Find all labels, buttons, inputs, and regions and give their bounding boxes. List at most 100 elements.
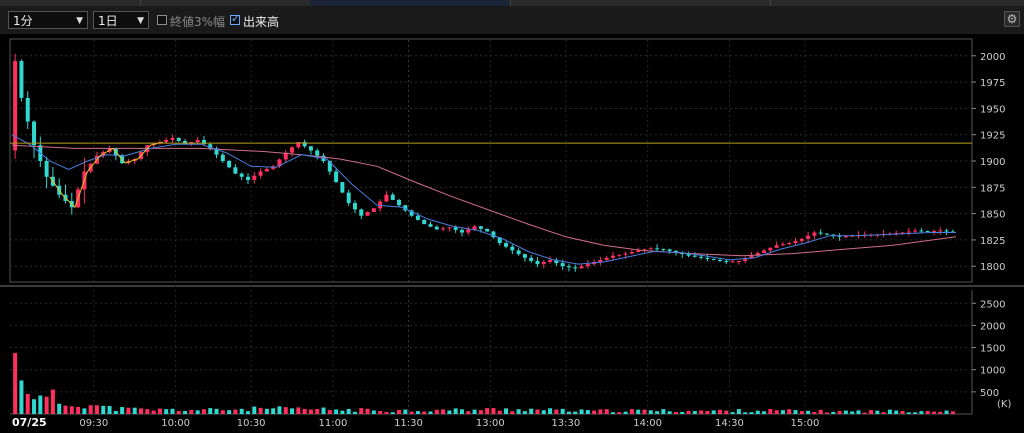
volume-bar bbox=[894, 410, 899, 414]
volume-axis: 2500 2000 1500 1000 500 bbox=[972, 299, 1005, 399]
percent-range-checkbox[interactable] bbox=[157, 15, 167, 25]
candle-body bbox=[164, 139, 169, 143]
volume-bar bbox=[397, 409, 402, 414]
candle-body bbox=[554, 259, 559, 264]
top-tab[interactable] bbox=[0, 0, 141, 6]
volume-bar bbox=[718, 409, 722, 414]
volume-bar bbox=[170, 408, 175, 414]
volume-bar bbox=[686, 410, 691, 414]
interval-select[interactable]: 1分 ▼ bbox=[8, 11, 88, 29]
volume-bar bbox=[63, 405, 68, 414]
volume-bar bbox=[875, 410, 880, 414]
candle-body bbox=[906, 231, 911, 233]
candle-body bbox=[522, 254, 527, 258]
candle-body bbox=[824, 233, 829, 235]
volume-bar bbox=[573, 411, 578, 414]
volume-bar bbox=[183, 411, 188, 414]
volume-bar bbox=[598, 409, 603, 414]
top-tab[interactable] bbox=[510, 0, 771, 6]
candle-body bbox=[900, 232, 905, 234]
volume-bar bbox=[220, 410, 225, 414]
candle-body bbox=[736, 260, 741, 262]
candle-body bbox=[566, 266, 571, 268]
volume-bar bbox=[365, 408, 370, 414]
volume-bar bbox=[762, 411, 767, 414]
candle-body bbox=[434, 226, 439, 230]
volume-bar bbox=[189, 409, 194, 414]
candle-body bbox=[195, 139, 200, 143]
volume-bar bbox=[176, 411, 181, 414]
volume-bar bbox=[667, 411, 672, 414]
candle-body bbox=[793, 240, 798, 244]
volume-bar bbox=[812, 411, 817, 414]
volume-bar bbox=[113, 411, 118, 414]
volume-bars bbox=[13, 352, 955, 414]
candle-body bbox=[277, 159, 282, 167]
volume-bar bbox=[334, 409, 339, 414]
candle-body bbox=[296, 142, 301, 148]
candle-body bbox=[327, 161, 332, 172]
volume-bar bbox=[617, 412, 622, 414]
candle-body bbox=[227, 161, 232, 168]
volume-bar bbox=[900, 410, 905, 414]
candle-body bbox=[220, 154, 225, 161]
gear-icon[interactable]: ⚙ bbox=[1004, 11, 1020, 27]
candle-body bbox=[359, 209, 364, 216]
volume-bar bbox=[673, 411, 678, 414]
volume-bar bbox=[699, 410, 704, 414]
volume-bar bbox=[950, 411, 955, 414]
volume-bar bbox=[13, 352, 18, 414]
candle-body bbox=[397, 199, 402, 206]
volume-bar bbox=[290, 408, 295, 414]
volume-bar bbox=[208, 408, 213, 414]
candle-body bbox=[598, 259, 603, 263]
candle-body bbox=[667, 249, 672, 251]
volume-bar bbox=[101, 405, 106, 414]
candle-body bbox=[806, 235, 811, 239]
candle-body bbox=[510, 246, 515, 251]
volume-bar bbox=[711, 410, 716, 414]
candle-body bbox=[774, 245, 779, 248]
candle-body bbox=[252, 175, 257, 180]
candle-body bbox=[617, 254, 622, 256]
volume-bar bbox=[730, 412, 735, 414]
volume-bar bbox=[680, 411, 685, 414]
candle-body bbox=[176, 137, 181, 142]
candle-body bbox=[535, 260, 540, 265]
candle-body bbox=[453, 227, 458, 230]
volume-bar bbox=[120, 407, 125, 414]
volume-bar bbox=[548, 408, 553, 414]
period-select[interactable]: 1日 ▼ bbox=[93, 11, 149, 29]
candle-body bbox=[925, 230, 930, 232]
candle-body bbox=[390, 194, 395, 200]
volume-bar bbox=[743, 412, 748, 414]
candle-body bbox=[384, 194, 389, 202]
stock-chart[interactable]: 2000 1975 1950 1925 1900 1875 1850 1825 1800 250… bbox=[0, 34, 1024, 433]
candle-body bbox=[478, 226, 483, 229]
volume-bar bbox=[938, 411, 943, 414]
volume-bar bbox=[271, 408, 276, 414]
volume-bar bbox=[705, 411, 710, 414]
volume-bar bbox=[642, 409, 647, 414]
volume-bar bbox=[629, 409, 634, 414]
volume-bar bbox=[371, 410, 376, 414]
volume-checkbox[interactable] bbox=[230, 12, 240, 25]
candle-body bbox=[780, 244, 785, 246]
volume-bar bbox=[277, 406, 282, 414]
candle-body bbox=[818, 232, 823, 234]
candle-body bbox=[799, 238, 804, 241]
candle-body bbox=[201, 139, 206, 145]
candle-body bbox=[579, 266, 584, 269]
volume-bar bbox=[157, 408, 162, 414]
top-tab-strip bbox=[0, 0, 1024, 6]
volume-bar bbox=[831, 411, 836, 414]
candle-body bbox=[529, 257, 534, 261]
volume-bar bbox=[623, 411, 628, 414]
top-tab-active[interactable] bbox=[310, 0, 511, 6]
time-tick-label: 10:30 bbox=[237, 418, 266, 429]
candle-body bbox=[409, 210, 414, 216]
volume-bar bbox=[787, 409, 792, 414]
candle-body bbox=[623, 253, 628, 255]
candle-body bbox=[504, 243, 509, 247]
volume-bar bbox=[25, 394, 30, 414]
